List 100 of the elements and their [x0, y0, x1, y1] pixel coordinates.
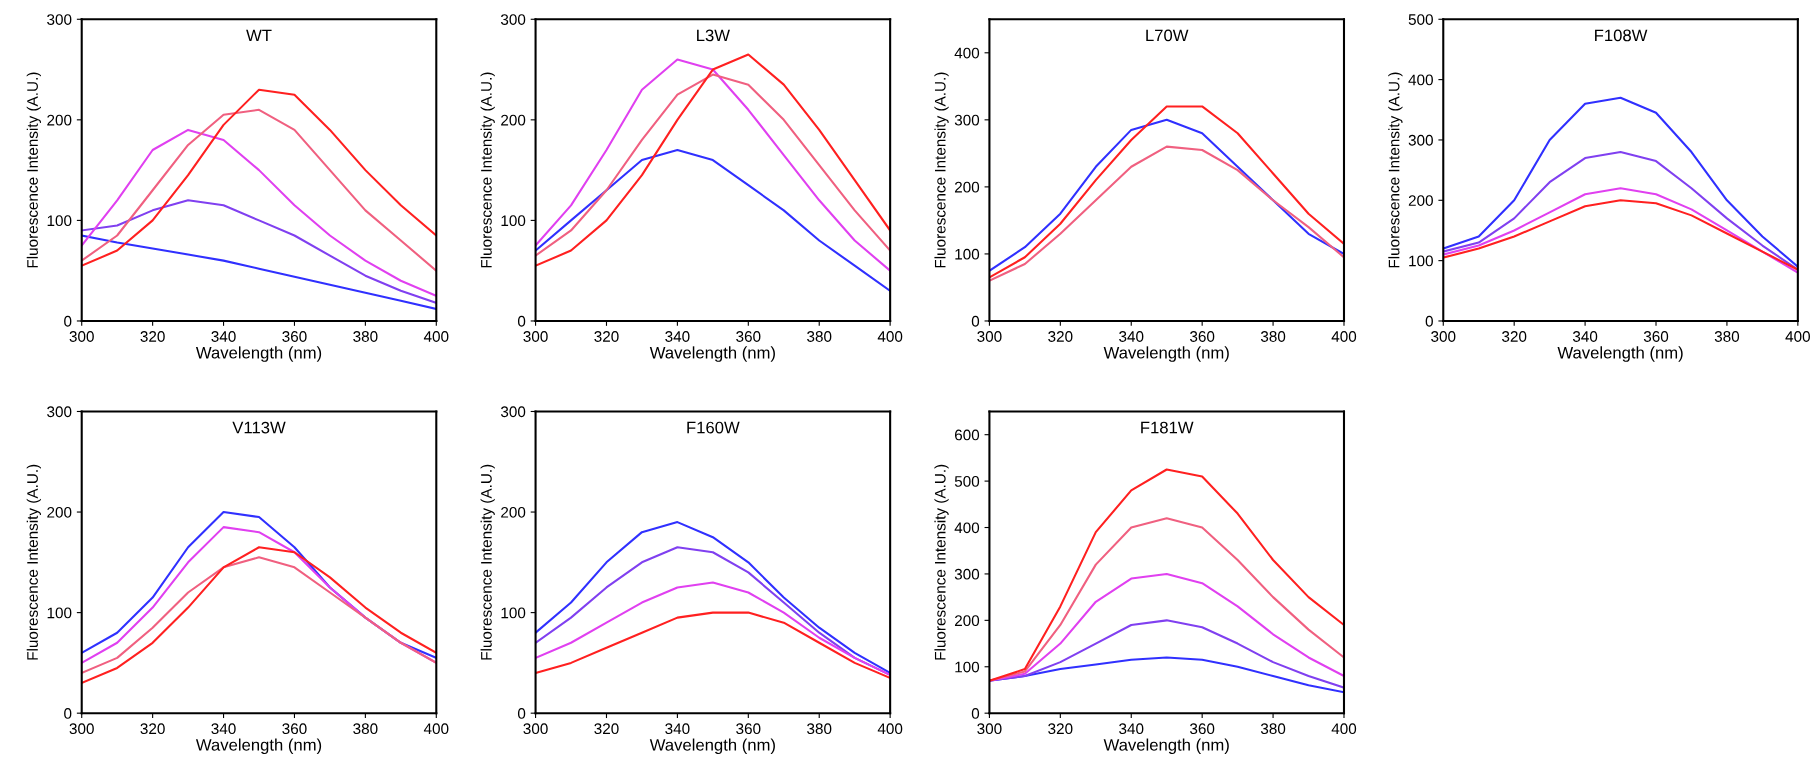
line-series [81, 546, 437, 685]
y-tick-label: 100 [47, 215, 72, 227]
line-series [535, 581, 891, 676]
x-tick-label: 380 [1714, 331, 1740, 342]
line-series [81, 234, 437, 310]
x-tick-label: 340 [211, 331, 236, 342]
x-tick-label: 400 [1331, 723, 1357, 735]
x-tick-label: 320 [594, 331, 619, 342]
x-tick-label: 320 [140, 723, 165, 735]
y-tick-label: 0 [971, 708, 980, 719]
x-axis-title: Wavelength (nm) [1103, 738, 1229, 755]
y-tick-label: 100 [501, 607, 526, 619]
line-series [81, 128, 437, 297]
y-tick-label: 200 [1408, 195, 1433, 206]
x-tick-label: 380 [807, 331, 832, 342]
x-tick-label: 340 [211, 723, 236, 735]
line-series [535, 148, 891, 292]
chart-title: L3W [697, 29, 730, 42]
y-tick-label: 0 [64, 708, 72, 719]
y-tick-label: 200 [954, 615, 980, 627]
x-tick-label: 360 [282, 723, 307, 735]
y-axis-title: Fluorescence Intensity (A.U.) [480, 464, 495, 660]
x-tick-label: 340 [665, 723, 690, 735]
y-tick-label: 100 [955, 248, 980, 260]
y-tick-label: 100 [1409, 255, 1433, 267]
line-series [535, 611, 891, 680]
x-tick-label: 380 [353, 331, 378, 342]
x-tick-label: 320 [594, 723, 619, 735]
x-tick-label: 400 [877, 331, 903, 342]
x-tick-label: 340 [665, 331, 690, 342]
y-tick-label: 300 [500, 406, 526, 418]
y-axis-title: Fluorescence Intensity (A.U.) [26, 72, 41, 268]
x-tick-label: 320 [140, 331, 165, 342]
y-tick-label: 100 [47, 607, 72, 619]
y-tick-label: 0 [64, 315, 72, 327]
line-series [989, 145, 1344, 282]
x-tick-label: 400 [877, 723, 903, 735]
line-series [989, 572, 1344, 682]
y-tick-label: 200 [47, 114, 72, 126]
x-tick-label: 320 [1048, 723, 1073, 735]
x-tick-label: 380 [1260, 331, 1286, 342]
y-tick-label: 0 [517, 315, 526, 327]
line-series [1443, 96, 1798, 268]
x-tick-label: 380 [807, 723, 832, 735]
x-tick-label: 320 [1502, 331, 1527, 342]
y-tick-label: 100 [955, 661, 980, 673]
y-tick-label: 300 [47, 406, 72, 418]
x-axis-title: Wavelength (nm) [649, 346, 775, 362]
x-tick-label: 360 [736, 723, 761, 735]
y-axis-title: Fluorescence Intensity (A.U.) [934, 464, 949, 660]
y-tick-label: 200 [501, 114, 526, 126]
y-tick-label: 500 [1408, 14, 1433, 25]
y-tick-label: 500 [954, 475, 980, 487]
y-tick-label: 300 [954, 114, 980, 126]
x-tick-label: 360 [282, 331, 307, 342]
x-tick-label: 360 [1190, 331, 1215, 342]
x-axis-title: Wavelength (nm) [195, 346, 322, 362]
y-tick-label: 200 [501, 506, 526, 518]
x-tick-label: 360 [736, 331, 761, 342]
x-tick-label: 400 [1785, 331, 1810, 342]
y-tick-label: 200 [954, 181, 980, 193]
y-axis-title: Fluorescence Intensity (A.U.) [26, 464, 41, 660]
y-tick-label: 300 [500, 14, 526, 25]
y-tick-label: 400 [954, 47, 980, 59]
x-tick-label: 400 [423, 331, 449, 342]
x-tick-label: 340 [1119, 331, 1144, 342]
line-series [1443, 199, 1798, 271]
chart-title: F108W [1595, 29, 1648, 42]
x-axis-title: Wavelength (nm) [1557, 346, 1683, 362]
line-series [1443, 187, 1798, 274]
line-series [81, 556, 437, 674]
line-series [81, 199, 437, 304]
y-tick-label: 0 [1425, 315, 1433, 327]
y-tick-label: 100 [501, 215, 526, 227]
x-axis-title: Wavelength (nm) [1103, 346, 1229, 362]
x-tick-label: 340 [1572, 331, 1598, 342]
x-tick-label: 380 [353, 723, 378, 735]
line-series [989, 468, 1344, 682]
x-tick-label: 360 [1643, 331, 1669, 342]
chart-title: V113W [232, 421, 286, 434]
chart-title: WT [246, 29, 272, 42]
chart-title: L70W [1146, 29, 1189, 42]
x-tick-label: 320 [1048, 331, 1073, 342]
y-tick-label: 400 [954, 522, 980, 534]
x-tick-label: 400 [1331, 331, 1357, 342]
y-tick-label: 300 [1408, 134, 1433, 146]
line-series [535, 521, 891, 674]
y-tick-label: 0 [971, 315, 980, 327]
chart-title: F160W [687, 421, 740, 434]
y-axis-title: Fluorescence Intensity (A.U.) [934, 72, 949, 268]
y-tick-label: 600 [954, 429, 980, 441]
x-tick-label: 380 [1260, 723, 1286, 735]
x-tick-label: 400 [423, 723, 449, 735]
y-tick-label: 400 [1408, 74, 1433, 86]
x-tick-label: 340 [1119, 723, 1144, 735]
y-tick-label: 0 [517, 708, 526, 719]
chart-title: F181W [1141, 421, 1194, 434]
x-axis-title: Wavelength (nm) [195, 738, 322, 755]
x-axis-title: Wavelength (nm) [649, 738, 775, 755]
y-tick-label: 200 [47, 506, 72, 518]
